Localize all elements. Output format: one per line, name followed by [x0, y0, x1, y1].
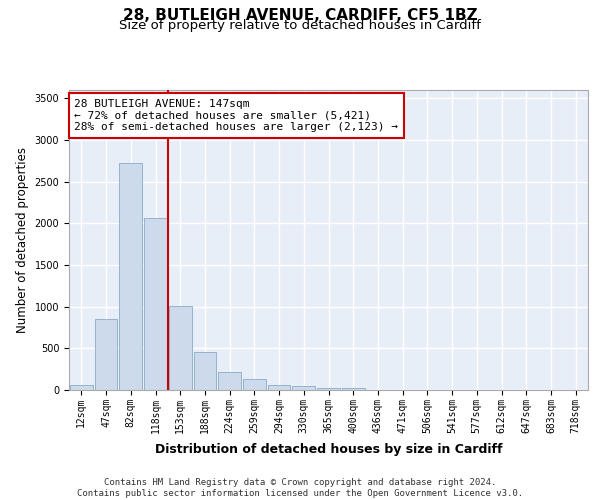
Y-axis label: Number of detached properties: Number of detached properties [16, 147, 29, 333]
Text: 28, BUTLEIGH AVENUE, CARDIFF, CF5 1BZ: 28, BUTLEIGH AVENUE, CARDIFF, CF5 1BZ [122, 8, 478, 22]
Bar [169, 306, 191, 390]
Bar [243, 379, 266, 390]
Bar [119, 162, 142, 390]
Bar [144, 218, 167, 390]
Bar [342, 388, 365, 390]
Text: 28 BUTLEIGH AVENUE: 147sqm
← 72% of detached houses are smaller (5,421)
28% of s: 28 BUTLEIGH AVENUE: 147sqm ← 72% of deta… [74, 99, 398, 132]
Bar [194, 352, 216, 390]
Bar [218, 372, 241, 390]
Bar [292, 386, 315, 390]
Bar [70, 385, 93, 390]
Bar [268, 385, 290, 390]
Text: Distribution of detached houses by size in Cardiff: Distribution of detached houses by size … [155, 442, 503, 456]
Bar [317, 388, 340, 390]
Bar [95, 319, 118, 390]
Text: Contains HM Land Registry data © Crown copyright and database right 2024.
Contai: Contains HM Land Registry data © Crown c… [77, 478, 523, 498]
Text: Size of property relative to detached houses in Cardiff: Size of property relative to detached ho… [119, 18, 481, 32]
